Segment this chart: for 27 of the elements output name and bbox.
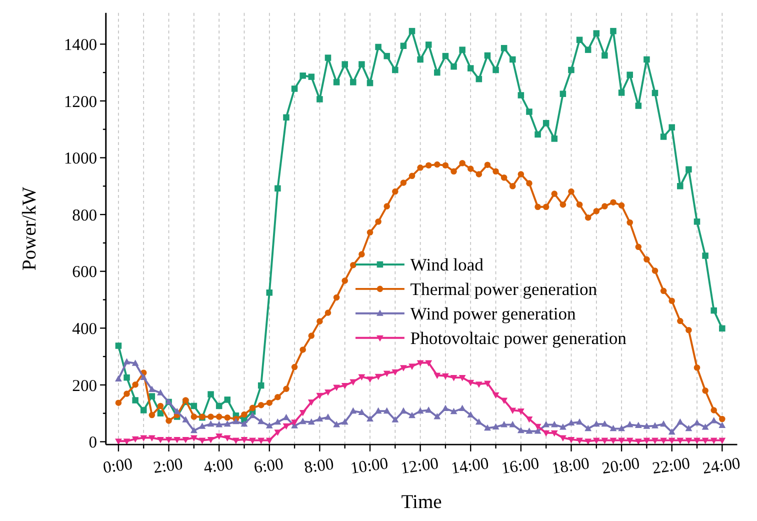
x-tick-label: 22:00 <box>651 454 692 478</box>
legend-label: Wind load <box>410 254 484 275</box>
y-tick-label: 200 <box>72 376 98 395</box>
y-tick-label: 0 <box>88 432 98 452</box>
x-tick-label: 6:00 <box>252 454 285 478</box>
y-tick-label: 1200 <box>64 92 98 111</box>
y-tick-label: 400 <box>72 318 98 338</box>
x-tick-label: 24:00 <box>701 454 742 478</box>
y-tick-label: 1000 <box>64 148 98 168</box>
x-tick-label: 20:00 <box>600 454 641 478</box>
x-tick-label: 0:00 <box>102 454 134 478</box>
x-tick-label: 16:00 <box>500 454 540 478</box>
x-tick-label: 8:00 <box>302 454 335 478</box>
x-tick-label: 2:00 <box>152 454 184 478</box>
x-tick-label: 4:00 <box>202 454 234 478</box>
legend-label: Photovoltaic power generation <box>410 328 627 348</box>
x-tick-label: 14:00 <box>450 454 490 478</box>
legend-label: Thermal power generation <box>410 279 598 300</box>
y-tick-label: 1400 <box>64 34 98 54</box>
y-axis-title: Power/kW <box>19 186 40 271</box>
y-tick-label: 800 <box>72 205 98 224</box>
x-axis-title: Time <box>401 492 442 514</box>
legend-label: Wind power generation <box>410 304 576 324</box>
x-tick-label: 18:00 <box>550 454 591 478</box>
x-tick-label: 12:00 <box>399 454 440 478</box>
x-tick-label: 10:00 <box>349 454 390 478</box>
y-tick-label: 600 <box>72 262 98 282</box>
